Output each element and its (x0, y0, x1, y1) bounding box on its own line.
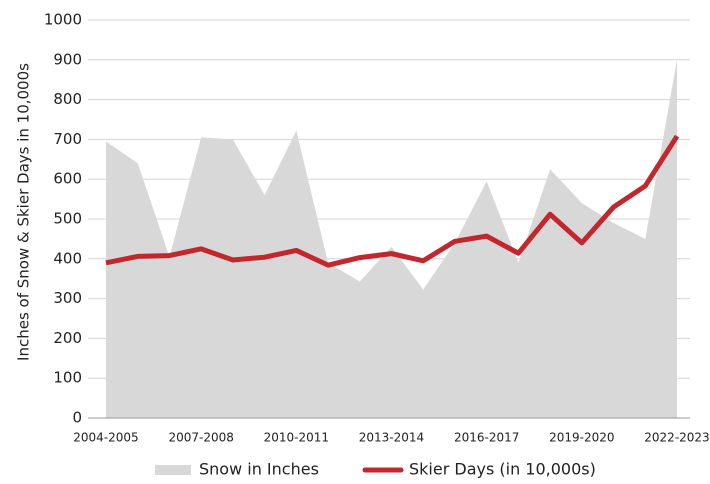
x-tick-label: 2013-2014 (359, 431, 424, 445)
y-tick-label: 700 (53, 130, 82, 148)
y-tick-label: 900 (53, 50, 82, 68)
x-tick-label: 2016-2017 (454, 431, 519, 445)
y-tick-label: 600 (53, 170, 82, 188)
y-tick-label: 400 (53, 249, 82, 267)
x-tick-label: 2004-2005 (73, 431, 138, 445)
y-tick-label: 200 (53, 329, 82, 347)
skier-line (105, 134, 680, 268)
y-tick-label: 1000 (44, 11, 82, 29)
snow-area (106, 59, 677, 419)
y-axis-label: Inches of Snow & Skier Days in 10,000s (15, 63, 33, 361)
x-tick-label: 2019-2020 (549, 431, 614, 445)
x-tick-label: 2007-2008 (168, 431, 233, 445)
x-tick-label: 2010-2011 (264, 431, 329, 445)
y-tick-label: 300 (53, 289, 82, 307)
x-tick-label: 2022-2023 (644, 431, 709, 445)
legend-swatch (155, 465, 191, 475)
legend-label: Skier Days (in 10,000s) (409, 460, 596, 479)
y-tick-label: 800 (53, 90, 82, 108)
y-tick-label: 100 (53, 369, 82, 387)
legend-label: Snow in Inches (199, 460, 319, 479)
y-tick-label: 500 (53, 210, 82, 228)
y-tick-label: 0 (72, 409, 82, 427)
